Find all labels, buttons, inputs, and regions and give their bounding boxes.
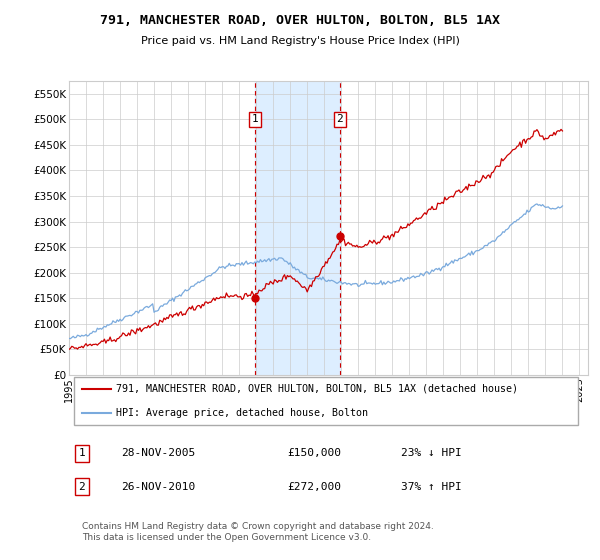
Text: 791, MANCHESTER ROAD, OVER HULTON, BOLTON, BL5 1AX: 791, MANCHESTER ROAD, OVER HULTON, BOLTO… bbox=[100, 14, 500, 27]
Text: 791, MANCHESTER ROAD, OVER HULTON, BOLTON, BL5 1AX (detached house): 791, MANCHESTER ROAD, OVER HULTON, BOLTO… bbox=[116, 384, 518, 394]
Text: Contains HM Land Registry data © Crown copyright and database right 2024.
This d: Contains HM Land Registry data © Crown c… bbox=[82, 522, 434, 542]
Text: HPI: Average price, detached house, Bolton: HPI: Average price, detached house, Bolt… bbox=[116, 408, 368, 418]
Text: £272,000: £272,000 bbox=[287, 482, 341, 492]
Text: Price paid vs. HM Land Registry's House Price Index (HPI): Price paid vs. HM Land Registry's House … bbox=[140, 36, 460, 46]
Bar bbox=[255, 81, 340, 375]
Text: 1: 1 bbox=[79, 449, 85, 459]
Text: 23% ↓ HPI: 23% ↓ HPI bbox=[401, 449, 462, 459]
Text: 26-NOV-2010: 26-NOV-2010 bbox=[121, 482, 195, 492]
Text: 28-NOV-2005: 28-NOV-2005 bbox=[121, 449, 195, 459]
FancyBboxPatch shape bbox=[74, 377, 578, 424]
Text: 1: 1 bbox=[251, 114, 258, 124]
Text: 37% ↑ HPI: 37% ↑ HPI bbox=[401, 482, 462, 492]
Text: £150,000: £150,000 bbox=[287, 449, 341, 459]
Text: 2: 2 bbox=[79, 482, 85, 492]
Text: 2: 2 bbox=[337, 114, 343, 124]
